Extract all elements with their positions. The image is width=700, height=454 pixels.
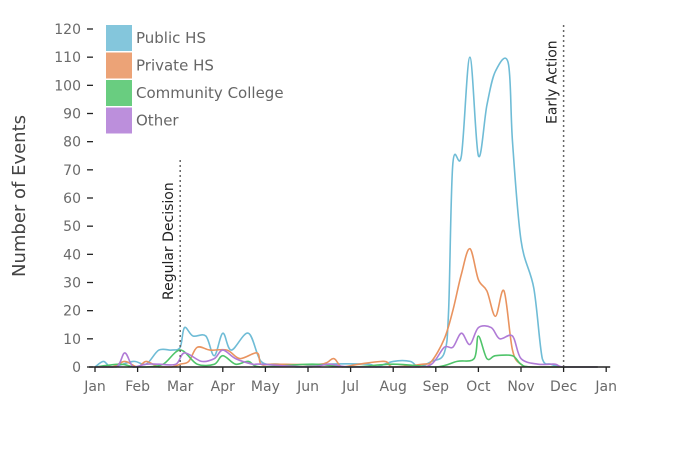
legend: Public HS Private HS Community College Othe… <box>106 25 284 134</box>
x-tick-label: Aug <box>380 379 407 395</box>
y-tick-label: 40 <box>63 247 81 263</box>
x-tick-label: Jun <box>296 379 319 395</box>
legend-label-1: Public HS <box>136 29 206 47</box>
series-line-1 <box>94 56 598 368</box>
y-tick-label: 20 <box>63 304 81 320</box>
y-tick-label: 90 <box>63 107 81 123</box>
y-tick-label: 60 <box>63 191 81 207</box>
x-tick-label: Mar <box>167 379 194 395</box>
y-tick-label: 120 <box>54 22 81 38</box>
series-line-3 <box>94 335 598 368</box>
y-tick-label: 50 <box>63 219 81 235</box>
y-tick-label: 100 <box>54 78 81 94</box>
annotation-label-1: Regular Decision <box>161 182 177 300</box>
y-tick-label: 10 <box>63 332 81 348</box>
x-tick-label: Feb <box>125 379 150 395</box>
x-tick-label: Jul <box>341 379 359 395</box>
x-tick-label: Jan <box>594 379 617 395</box>
y-tick-label: 70 <box>63 163 81 179</box>
y-tick-label: 110 <box>54 50 81 66</box>
x-tick-label: Dec <box>550 379 577 395</box>
x-tick-label: Nov <box>507 379 534 395</box>
x-axis-ticks: Jan Feb Mar Apr May Jun Jul Aug Sep Oct Nov Dec Jan <box>83 367 617 395</box>
x-tick-label: Sep <box>423 379 450 395</box>
x-tick-label: Apr <box>211 379 235 395</box>
annotations: Regular Decision Early Action <box>161 25 565 367</box>
series-line-4 <box>95 325 598 368</box>
y-axis-ticks: 0 10 20 30 40 50 60 70 80 90 100 110 120 <box>54 22 93 376</box>
legend-swatch-1 <box>106 25 132 51</box>
legend-label-2: Private HS <box>136 57 214 75</box>
legend-swatch-2 <box>106 52 132 79</box>
y-tick-label: 80 <box>63 135 81 151</box>
legend-swatch-3 <box>106 80 132 106</box>
legend-swatch-4 <box>106 107 132 134</box>
x-tick-label: Jan <box>83 379 106 395</box>
x-tick-label: Oct <box>466 379 491 395</box>
axes: 0 10 20 30 40 50 60 70 80 90 100 110 120 Jan Feb Mar Ap… <box>54 22 617 395</box>
y-tick-label: 30 <box>63 276 81 292</box>
x-tick-label: May <box>251 379 280 395</box>
annotation-label-2: Early Action <box>545 40 561 124</box>
y-axis-label: Number of Events <box>9 115 30 277</box>
y-tick-label: 0 <box>72 360 81 376</box>
legend-label-3: Community College <box>136 84 284 102</box>
legend-label-4: Other <box>136 112 179 130</box>
